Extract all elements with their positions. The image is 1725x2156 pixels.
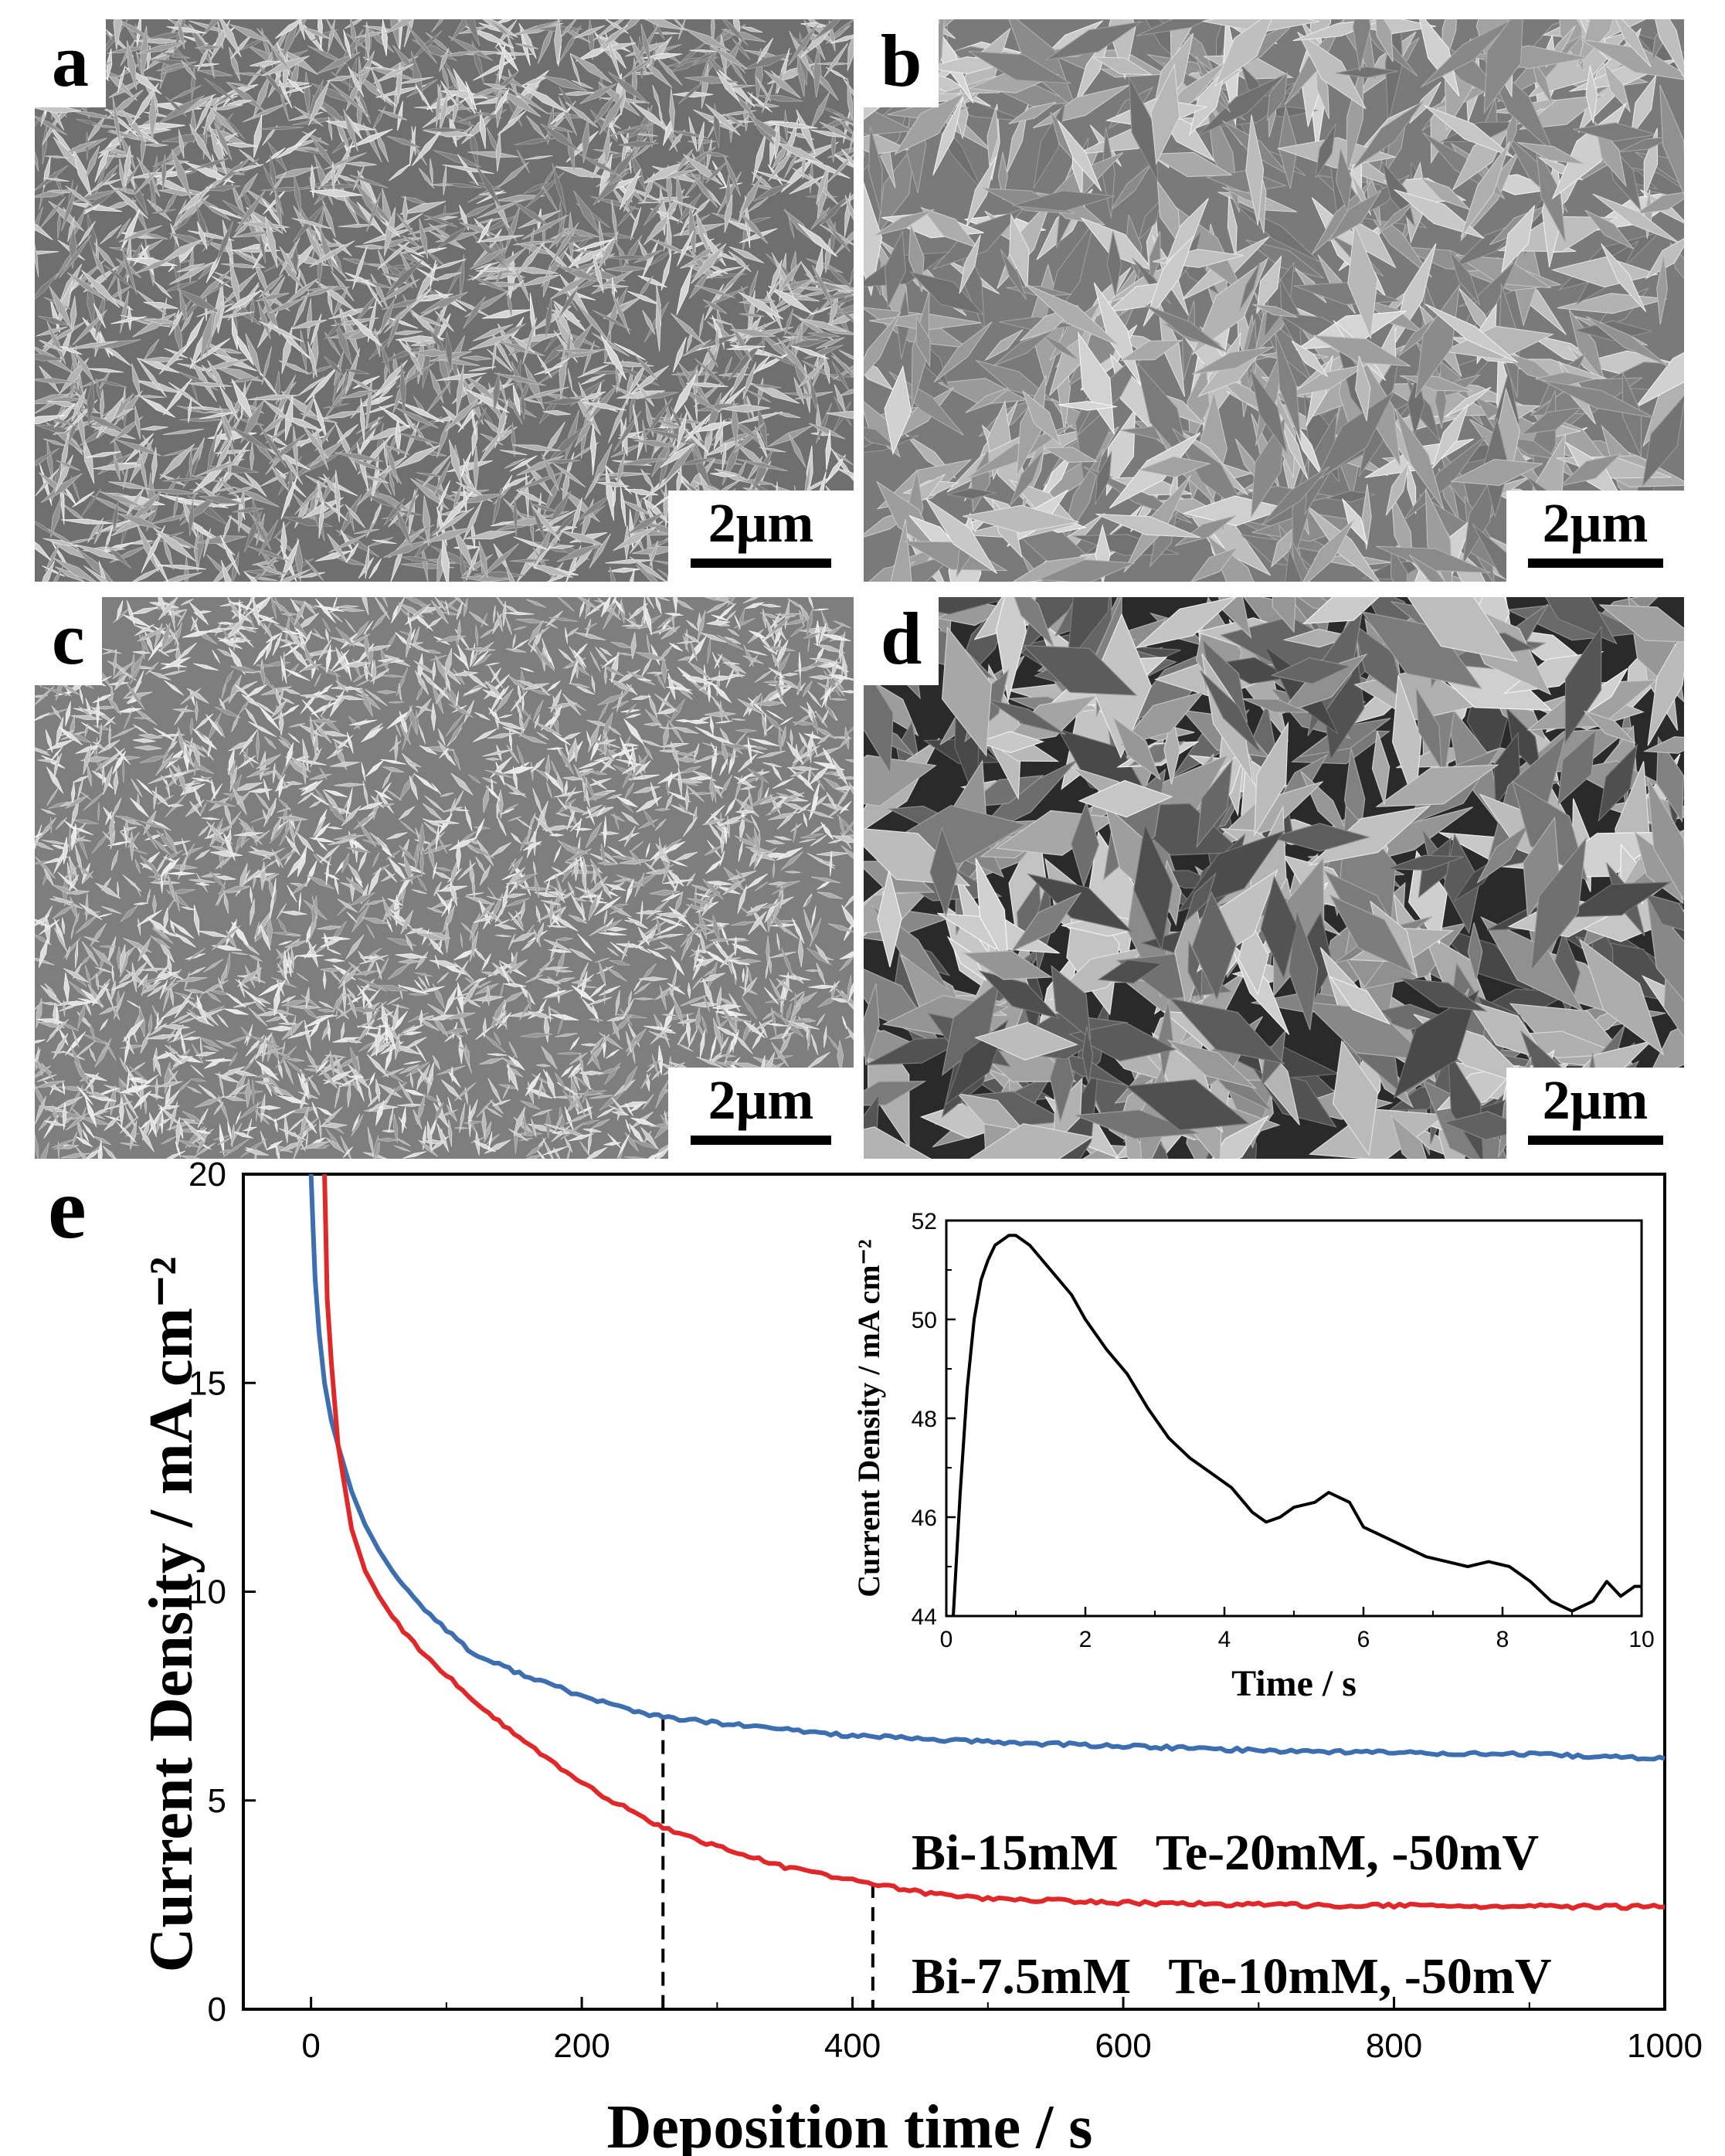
sem-image-a: [35, 19, 854, 582]
main-y-tick-label: 20: [188, 1156, 226, 1193]
main-y-tick-label: 5: [208, 1782, 226, 1820]
scale-bar-b: 2μm: [1506, 491, 1684, 582]
main-x-tick-label: 400: [824, 2027, 881, 2065]
inset-x-tick-label: 8: [1496, 1627, 1509, 1652]
inset-y-tick-label: 48: [912, 1407, 937, 1432]
scale-text-b: 2μm: [1542, 492, 1649, 554]
inset-y-tick-label: 44: [912, 1604, 937, 1630]
main-series: [308, 1173, 1666, 1911]
scale-line-d: [1527, 1136, 1663, 1145]
inset-x-tick-label: 4: [1218, 1627, 1231, 1652]
inset-x-axis-label: Time / s: [1231, 1663, 1357, 1704]
scale-text-d: 2μm: [1542, 1069, 1649, 1131]
inset-y-axis-label: Current Density / mA cm⁻²: [851, 1239, 886, 1597]
scale-line-a: [691, 559, 831, 568]
main-y-tick-label: 0: [208, 1991, 226, 2029]
main-marker-lines: [661, 1716, 874, 2009]
panel-label-c: c: [35, 597, 102, 685]
scale-bar-c: 2μm: [668, 1068, 854, 1159]
main-y-tick-label: 10: [188, 1574, 226, 1611]
inset-y-tick-label: 52: [912, 1209, 937, 1234]
panel-label-b: b: [864, 19, 939, 107]
main-x-tick-label: 1000: [1627, 2027, 1703, 2065]
main-series-1-line: [308, 1173, 1666, 1762]
scale-bar-d: 2μm: [1506, 1068, 1684, 1159]
sem-panel-d: d 2μm: [864, 597, 1684, 1159]
main-series-2-line: [322, 1173, 1666, 1911]
inset-x-tick-label: 2: [1079, 1627, 1092, 1652]
sem-panel-a: a 2μm: [35, 19, 854, 582]
scale-bar-a: 2μm: [668, 491, 854, 582]
panel-label-e: e: [48, 1161, 87, 1257]
main-x-tick-label: 200: [553, 2027, 610, 2065]
sem-image-d: [864, 597, 1684, 1159]
panel-label-d: d: [864, 597, 939, 685]
main-x-tick-label: 0: [301, 2027, 320, 2065]
sem-image-c: [35, 597, 854, 1159]
scale-line-c: [691, 1136, 831, 1145]
scale-text-c: 2μm: [708, 1069, 814, 1131]
scale-text-a: 2μm: [708, 492, 814, 554]
inset-y-tick-label: 50: [912, 1308, 937, 1333]
main-y-tick-label: 15: [188, 1364, 226, 1402]
sem-panel-c: c 2μm: [35, 597, 854, 1159]
inset-series-line: [952, 1234, 1642, 1617]
inset-y-tick-label: 46: [912, 1506, 937, 1531]
sem-panel-b: b 2μm: [864, 19, 1684, 582]
legend-series-2: Bi-7.5mM Te-10mM, -50mV: [912, 1948, 1552, 2005]
scale-line-b: [1527, 559, 1663, 568]
inset-x-tick-label: 10: [1628, 1627, 1654, 1652]
legend-series-1: Bi-15mM Te-20mM, -50mV: [912, 1825, 1539, 1881]
main-y-axis-label: Current Density / mA cm⁻²: [138, 1257, 205, 1973]
main-x-axis-label: Deposition time / s: [607, 2093, 1093, 2156]
main-x-tick-label: 800: [1366, 2027, 1422, 2065]
main-x-tick-label: 600: [1095, 2027, 1151, 2065]
inset-series: [952, 1234, 1642, 1617]
inset-plot-frame: [945, 1219, 1643, 1618]
inset-x-tick-label: 0: [940, 1627, 953, 1652]
inset-x-tick-label: 6: [1357, 1627, 1370, 1652]
panel-label-a: a: [35, 19, 106, 107]
sem-image-b: [864, 19, 1684, 582]
